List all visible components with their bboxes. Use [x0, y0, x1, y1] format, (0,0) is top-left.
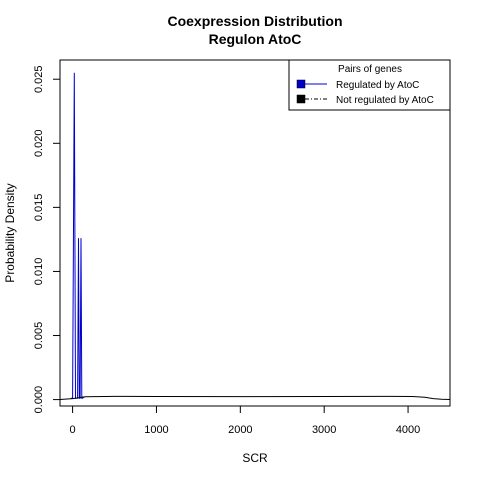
legend-swatch-regulated	[296, 79, 306, 89]
x-axis: 0 1000 2000 3000 4000	[70, 406, 420, 436]
legend-label-not-regulated: Not regulated by AtoC	[336, 95, 434, 106]
legend: Pairs of genes Regulated by AtoC Not reg…	[288, 59, 451, 111]
x-axis-title: SCR	[242, 451, 268, 465]
plot-frame	[59, 59, 451, 407]
series-line-not-regulated	[59, 395, 451, 400]
y-tick-label: 0.020	[33, 130, 45, 158]
legend-box	[288, 59, 451, 111]
chart-title: Coexpression Distribution	[167, 13, 342, 29]
series-line-regulated	[70, 72, 86, 399]
chart-subtitle: Regulon AtoC	[209, 31, 302, 47]
legend-title: Pairs of genes	[338, 64, 402, 75]
x-tick-label: 3000	[312, 424, 336, 436]
y-tick-label: 0.010	[33, 258, 45, 286]
y-tick-label: 0.000	[33, 386, 45, 414]
legend-swatch-not-regulated	[296, 94, 306, 104]
x-tick-label: 4000	[396, 424, 420, 436]
x-tick-label: 2000	[228, 424, 252, 436]
y-tick-label: 0.005	[33, 322, 45, 350]
x-tick-label: 1000	[144, 424, 168, 436]
y-axis-title: Probability Density	[3, 183, 17, 282]
legend-label-regulated: Regulated by AtoC	[336, 80, 419, 91]
y-tick-label: 0.025	[33, 65, 45, 93]
series-layer	[59, 72, 451, 400]
y-axis: 0.000 0.005 0.010 0.015 0.020 0.025	[33, 65, 60, 413]
y-tick-label: 0.015	[33, 194, 45, 222]
x-tick-label: 0	[70, 424, 76, 436]
